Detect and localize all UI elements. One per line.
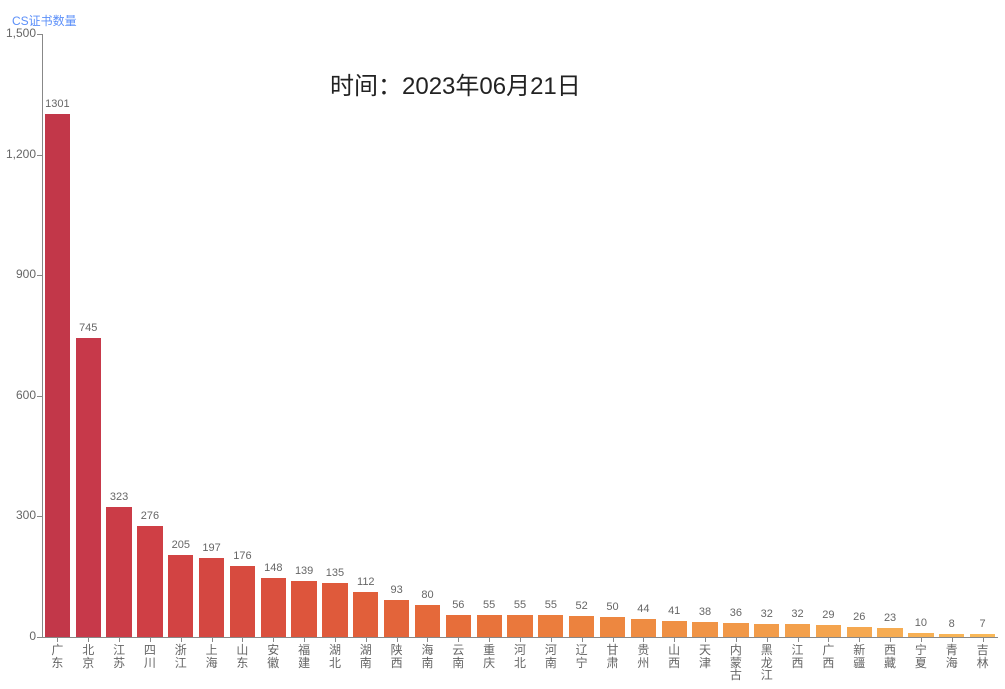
x-tick-label: 宁夏 [914, 644, 928, 669]
x-tick-label: 福建 [297, 644, 311, 669]
bar [415, 605, 440, 637]
bar-value-label: 276 [130, 510, 170, 522]
x-tick-label: 广西 [821, 644, 835, 669]
bar [692, 622, 717, 637]
bar [384, 600, 409, 637]
x-tick-label: 浙江 [174, 644, 188, 669]
bar [45, 114, 70, 637]
bar [723, 623, 748, 637]
x-tick-label: 四川 [143, 644, 157, 669]
x-tick-label: 安徽 [266, 644, 280, 669]
bar-value-label: 7 [963, 618, 1003, 630]
y-axis-line [42, 34, 43, 637]
bar [168, 555, 193, 637]
x-tick-label: 内蒙古 [729, 644, 743, 682]
x-tick-label: 新疆 [852, 644, 866, 669]
bar [477, 615, 502, 637]
bar [507, 615, 532, 637]
y-tick-label: 1,200 [0, 147, 36, 161]
y-tick-label: 300 [0, 508, 36, 522]
bar-value-label: 323 [99, 491, 139, 503]
x-tick-label: 天津 [698, 644, 712, 669]
x-tick-label: 青海 [945, 644, 959, 669]
bar [631, 619, 656, 637]
x-tick-label: 云南 [451, 644, 465, 669]
bar [137, 526, 162, 637]
y-tick-label: 0 [0, 629, 36, 643]
x-tick-label: 广东 [50, 644, 64, 669]
bar-value-label: 1301 [37, 98, 77, 110]
bar [76, 338, 101, 637]
x-tick-label: 贵州 [636, 644, 650, 669]
bar [446, 615, 471, 638]
bar [261, 578, 286, 637]
bar [353, 592, 378, 637]
bar [847, 627, 872, 637]
bar [662, 621, 687, 637]
x-tick-label: 上海 [205, 644, 219, 669]
x-tick-label: 海南 [420, 644, 434, 669]
x-tick-label: 河南 [544, 644, 558, 669]
x-tick-label: 吉林 [976, 644, 990, 669]
x-tick-label: 陕西 [390, 644, 404, 669]
bar [877, 628, 902, 637]
x-tick-label: 湖南 [359, 644, 373, 669]
x-tick-label: 江苏 [112, 644, 126, 669]
bar [322, 583, 347, 637]
x-axis-line [42, 637, 998, 638]
bar [754, 624, 779, 637]
bar [199, 558, 224, 637]
x-tick-label: 重庆 [482, 644, 496, 669]
x-tick-label: 西藏 [883, 644, 897, 669]
bar [230, 566, 255, 637]
x-tick-label: 黑龙江 [760, 644, 774, 682]
x-tick-label: 甘肃 [606, 644, 620, 669]
x-tick-label: 山东 [235, 644, 249, 669]
bar [600, 617, 625, 637]
bar [106, 507, 131, 637]
bar-value-label: 176 [222, 550, 262, 562]
bar [816, 625, 841, 637]
bar [569, 616, 594, 637]
y-tick-label: 1,500 [0, 26, 36, 40]
x-tick-label: 北京 [81, 644, 95, 669]
plot-area: 1301745323276205197176148139135112938056… [42, 34, 998, 637]
y-tick-label: 600 [0, 388, 36, 402]
bar-value-label: 745 [68, 322, 108, 334]
x-tick-label: 江西 [791, 644, 805, 669]
x-tick-label: 辽宁 [575, 644, 589, 669]
y-tick-label: 900 [0, 267, 36, 281]
bar [291, 581, 316, 637]
x-tick-label: 河北 [513, 644, 527, 669]
x-tick-label: 湖北 [328, 644, 342, 669]
bar-chart: CS证书数量 时间：2023年06月21日 03006009001,2001,5… [0, 0, 1005, 689]
x-tick-label: 山西 [667, 644, 681, 669]
bar [538, 615, 563, 637]
bar [785, 624, 810, 637]
